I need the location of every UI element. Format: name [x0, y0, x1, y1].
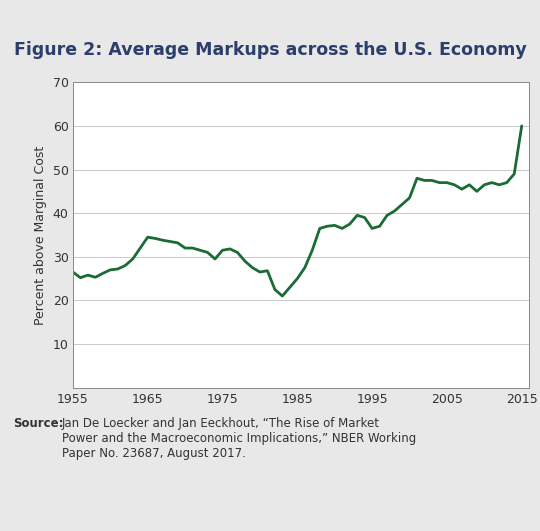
- Text: Figure 2: Average Markups across the U.S. Economy: Figure 2: Average Markups across the U.S…: [14, 41, 526, 59]
- Y-axis label: Percent above Marginal Cost: Percent above Marginal Cost: [34, 145, 47, 324]
- Text: Jan De Loecker and Jan Eeckhout, “The Rise of Market
Power and the Macroeconomic: Jan De Loecker and Jan Eeckhout, “The Ri…: [62, 417, 416, 460]
- Text: Source:: Source:: [14, 417, 64, 430]
